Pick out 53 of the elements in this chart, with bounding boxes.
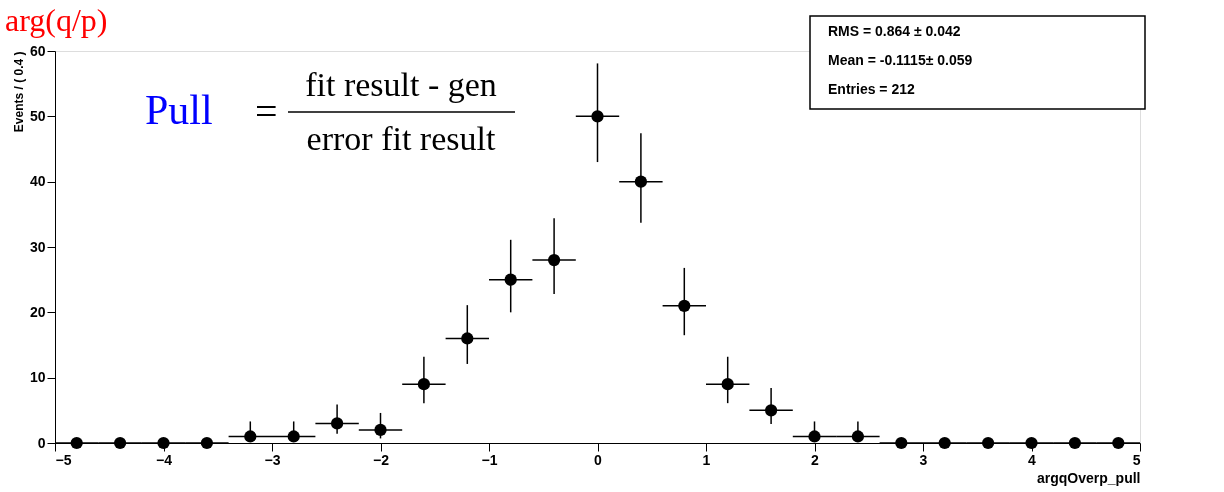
point (200, 436, 214, 450)
point (981, 436, 995, 450)
point (808, 430, 821, 443)
point (764, 404, 778, 417)
annotation: Mean = -0.1115± 0.059 (828, 52, 973, 68)
x-tick-label: −5 (55, 451, 72, 468)
point (504, 273, 517, 286)
annotation: Pull (145, 87, 213, 133)
x-tick-label: 5 (1132, 451, 1141, 468)
x-tick-label: −4 (156, 451, 173, 468)
point (547, 253, 561, 267)
point (244, 430, 257, 443)
point (1025, 436, 1038, 450)
point (113, 436, 127, 450)
point (330, 417, 344, 430)
point (417, 378, 431, 391)
y-axis-title: Events / ( 0.4 ) (11, 51, 26, 133)
x-tick-label: −1 (481, 451, 498, 468)
x-axis-title: argqOverp_pull (1037, 469, 1141, 486)
point (461, 332, 474, 345)
x-tick-label: 4 (1028, 451, 1037, 468)
y-tick-label: 20 (29, 303, 46, 320)
point (678, 299, 691, 312)
y-tick-label: 40 (29, 173, 46, 190)
chart-title: arg(q/p) (5, 2, 108, 38)
x-tick-label: −3 (264, 451, 281, 468)
point (1068, 436, 1082, 450)
x-tick-label: 2 (811, 451, 820, 468)
annotation: error fit result (306, 120, 496, 157)
y-tick-label: 0 (37, 434, 46, 451)
x-tick-label: 0 (594, 451, 603, 468)
text: RMS = 0.864 ± 0.042 (828, 23, 961, 39)
point (895, 436, 908, 450)
x-tick-label: −2 (373, 451, 390, 468)
point (851, 430, 865, 443)
y-tick-label: 10 (29, 369, 46, 386)
x-tick-label: 3 (919, 451, 928, 468)
annotation: = (255, 89, 278, 134)
x-tick-label: 1 (702, 451, 711, 468)
point (721, 378, 734, 391)
y-tick-label: 50 (29, 107, 46, 124)
y-tick-label: 30 (29, 238, 46, 255)
point (634, 175, 648, 188)
point (591, 110, 604, 123)
y-tick-label: 60 (29, 42, 46, 59)
annotation: Entries = 212 (828, 81, 915, 97)
point (1112, 436, 1125, 450)
point (287, 430, 300, 443)
point (374, 423, 387, 437)
point (938, 436, 951, 450)
point (70, 436, 83, 450)
point (157, 436, 170, 450)
annotation: fit result - gen (305, 66, 497, 103)
